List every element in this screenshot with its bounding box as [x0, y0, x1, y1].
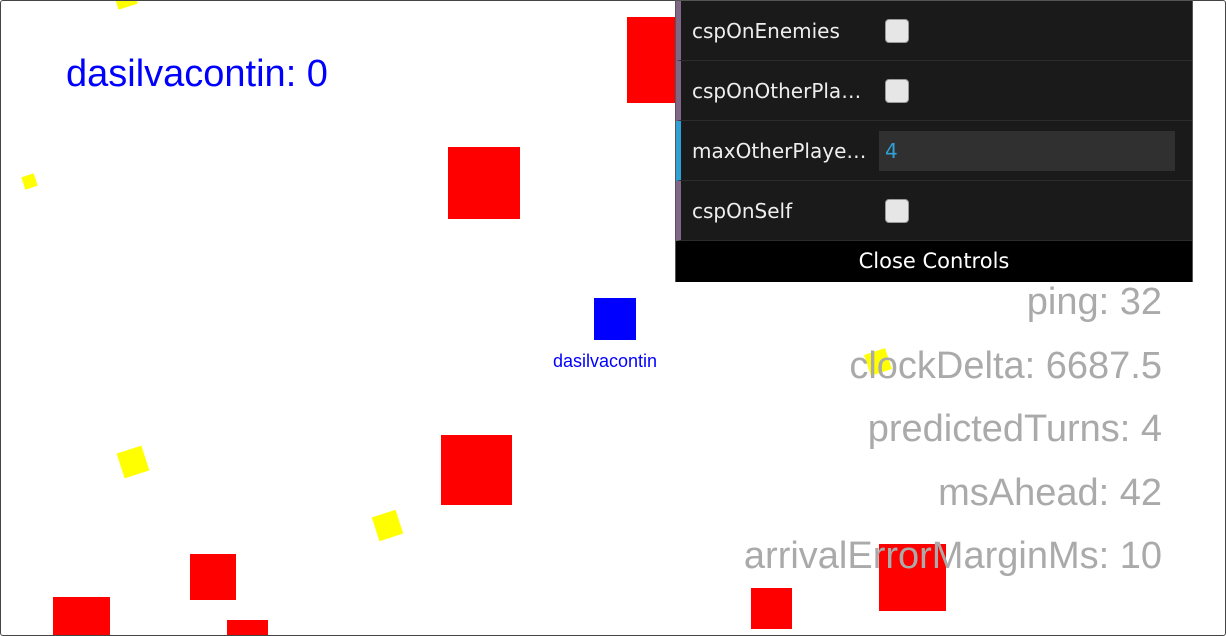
control-label: maxOtherPlaye…: [692, 138, 867, 163]
enemy: [53, 597, 110, 635]
predicted-turns-stat: predictedTurns: 4: [867, 408, 1162, 450]
close-controls-button[interactable]: Close Controls: [676, 241, 1192, 282]
coin: [114, 1, 138, 10]
player-name-label: dasilvacontin: [553, 351, 658, 371]
controls-panel: cspOnEnemies cspOnOtherPla… maxOtherPlay…: [675, 0, 1193, 282]
control-csp-on-self: cspOnSelf: [676, 181, 1192, 241]
enemy: [190, 554, 236, 600]
coin: [371, 509, 404, 542]
coin: [116, 445, 150, 479]
control-label: cspOnSelf: [692, 198, 793, 223]
control-csp-on-other-players: cspOnOtherPla…: [676, 61, 1192, 121]
enemy: [227, 620, 268, 635]
max-other-players-input[interactable]: [879, 130, 1175, 171]
clock-delta-stat: clockDelta: 6687.5: [849, 345, 1162, 387]
control-max-other-players: maxOtherPlaye…: [676, 121, 1192, 181]
enemy: [441, 435, 512, 505]
csp-on-self-checkbox[interactable]: [885, 198, 909, 223]
coin: [21, 173, 38, 190]
csp-on-enemies-checkbox[interactable]: [885, 18, 909, 43]
ping-stat: ping: 32: [1026, 281, 1162, 323]
enemy: [448, 147, 520, 219]
ms-ahead-stat: msAhead: 42: [938, 472, 1162, 514]
enemy: [879, 544, 946, 611]
arrival-error-margin-stat: arrivalErrorMarginMs: 10: [743, 535, 1162, 577]
player-avatar: [594, 298, 636, 340]
enemy: [751, 588, 792, 629]
control-csp-on-enemies: cspOnEnemies: [676, 1, 1192, 61]
control-label: cspOnOtherPla…: [692, 78, 862, 103]
csp-on-other-players-checkbox[interactable]: [885, 78, 909, 103]
control-label: cspOnEnemies: [692, 18, 840, 43]
score-label: dasilvacontin: 0: [66, 53, 328, 95]
